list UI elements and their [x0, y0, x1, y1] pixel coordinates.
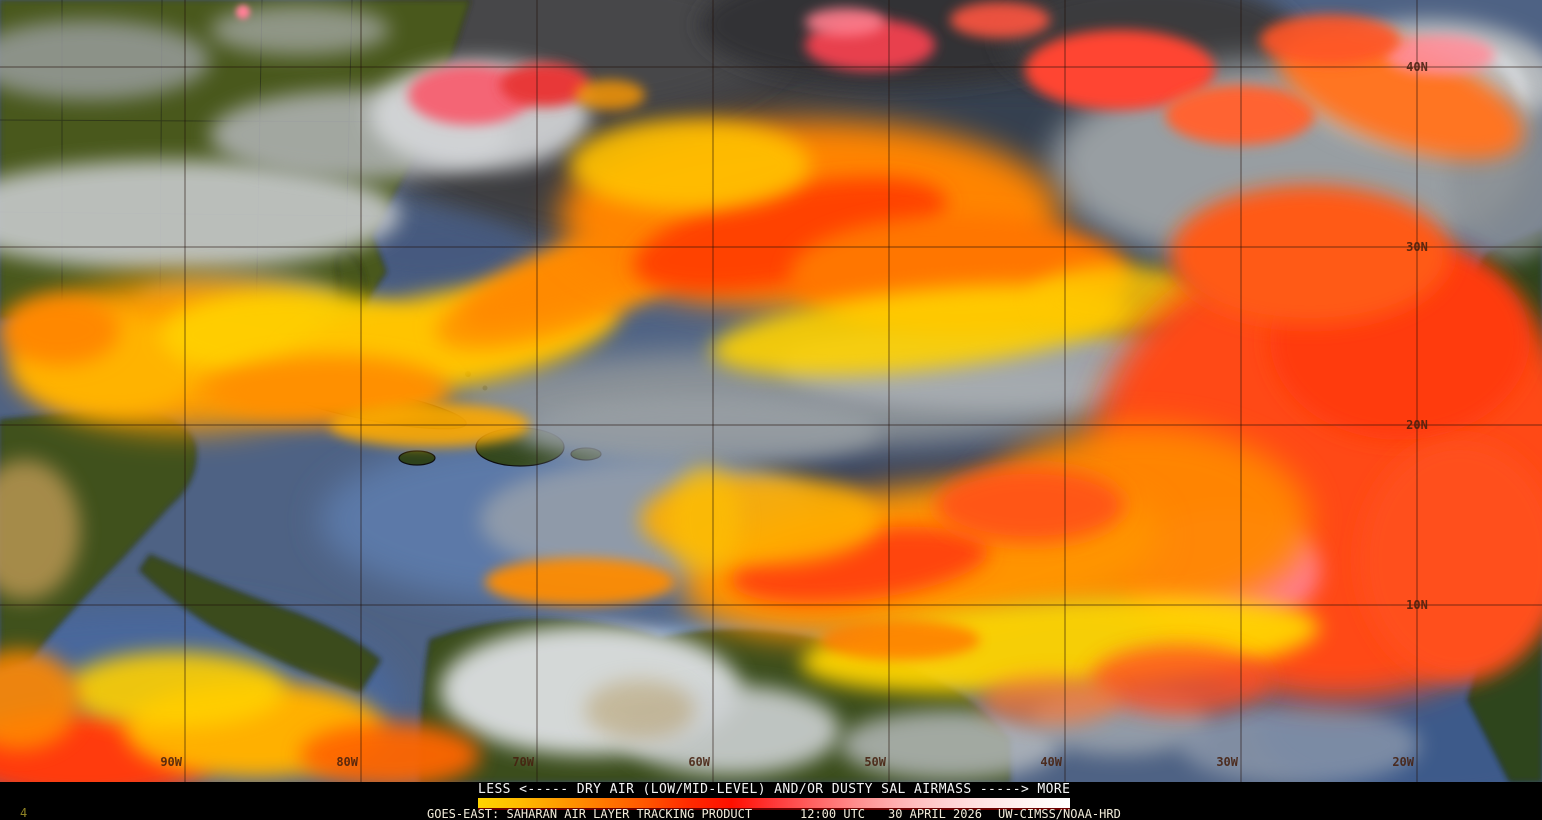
satellite-map-canvas: 40N 30N 20N 10N 90W 80W 70W 60W 50W 40W 30W 20W — [0, 0, 1542, 782]
grid-label-lat: 10N — [1406, 598, 1428, 612]
date-label: 30 APRIL 2026 — [888, 807, 982, 820]
grid-label-lon: 60W — [688, 755, 710, 769]
corner-frame-number: 4 — [20, 806, 28, 820]
dust-layer — [0, 2, 1542, 782]
grid-label-lon: 40W — [1040, 755, 1062, 769]
grid-label-lon: 70W — [512, 755, 534, 769]
grid-label-lon: 20W — [1392, 755, 1414, 769]
grid-label-lon: 30W — [1216, 755, 1238, 769]
land-central-america — [139, 554, 381, 693]
timestamp-utc: 12:00 UTC — [800, 807, 866, 820]
grid-label-lat: 40N — [1406, 60, 1428, 74]
status-row: GOES-EAST: SAHARAN AIR LAYER TRACKING PR… — [0, 807, 1542, 820]
grid-label-lat: 30N — [1406, 240, 1428, 254]
credit-label: UW-CIMSS/NOAA-HRD — [998, 807, 1121, 820]
latlon-grid: 40N 30N 20N 10N 90W 80W 70W 60W 50W 40W 30W 20W — [0, 0, 1542, 782]
grid-label-lat: 20N — [1406, 418, 1428, 432]
sal-intensity-colorbar — [478, 798, 1070, 810]
grid-label-lon: 80W — [336, 755, 358, 769]
bottom-bar: LESS <----- DRY AIR (LOW/MID-LEVEL) AND/… — [0, 782, 1542, 820]
product-title: GOES-EAST: SAHARAN AIR LAYER TRACKING PR… — [427, 807, 753, 820]
land-jamaica — [398, 450, 436, 466]
satellite-map: 40N 30N 20N 10N 90W 80W 70W 60W 50W 40W 30W 20W — [0, 0, 1542, 782]
grid-label-lon: 50W — [864, 755, 886, 769]
legend-title: LESS <----- DRY AIR (LOW/MID-LEVEL) AND/… — [478, 782, 1071, 797]
grid-label-lon: 90W — [160, 755, 182, 769]
